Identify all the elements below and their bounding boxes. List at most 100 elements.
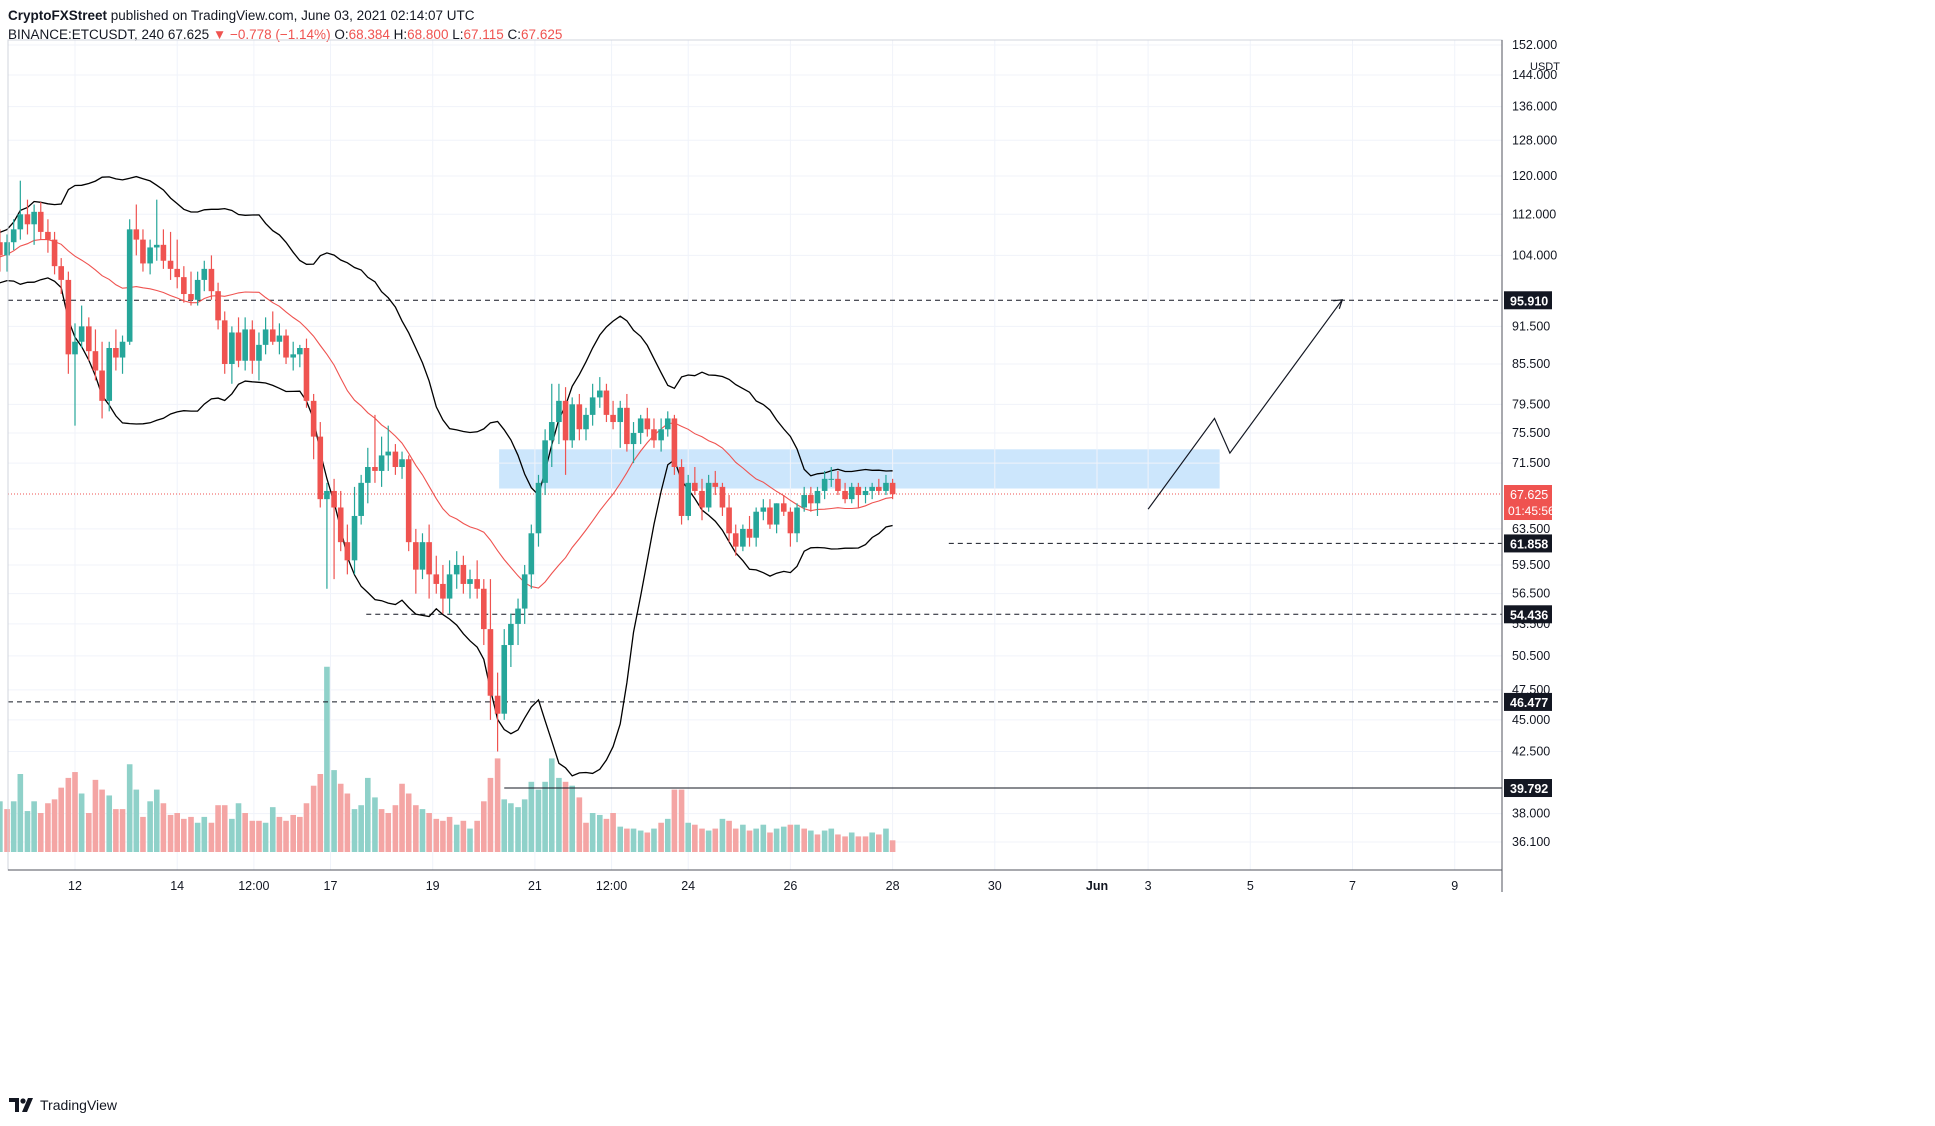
volume-bar — [92, 779, 99, 852]
tradingview-footer[interactable]: TradingView — [8, 1096, 117, 1114]
volume-bar — [644, 832, 651, 852]
volume-bar — [113, 809, 119, 852]
x-tick-label: 17 — [324, 879, 338, 893]
candle-body — [446, 574, 453, 599]
candle-body — [583, 414, 589, 430]
close-value: 67.625 — [521, 27, 563, 42]
volume-bar — [78, 793, 85, 852]
candle-body — [174, 268, 180, 278]
volume-bar — [487, 777, 494, 852]
volume-bar — [276, 816, 283, 852]
y-tick-label: 144.000 — [1512, 68, 1557, 82]
volume-bar — [290, 814, 296, 852]
level-label: 61.858 — [1510, 537, 1548, 551]
volume-bar — [562, 781, 569, 852]
countdown-label: 01:45:56 — [1508, 504, 1555, 518]
volume-bar — [548, 758, 555, 852]
candle-body — [276, 335, 283, 342]
y-tick-label: 42.500 — [1512, 745, 1550, 759]
volume-bar — [753, 828, 759, 852]
candle-body — [181, 277, 187, 295]
volume-bar — [45, 803, 51, 852]
volume-bar — [153, 789, 160, 852]
y-tick-label: 79.500 — [1512, 397, 1550, 411]
volume-bar — [501, 799, 508, 852]
volume-bar — [24, 811, 31, 852]
candle-body — [188, 294, 194, 300]
candle-body — [869, 486, 875, 491]
x-tick-label: 30 — [988, 879, 1002, 893]
volume-bar — [10, 801, 17, 852]
y-tick-label: 91.500 — [1512, 319, 1550, 333]
currency-label: USDT — [1530, 61, 1560, 73]
candle-body — [732, 533, 739, 547]
x-tick-label: 12:00 — [596, 879, 627, 893]
y-tick-label: 63.500 — [1512, 522, 1550, 536]
candle-body — [4, 242, 10, 256]
volume-bar — [664, 818, 671, 852]
candle-body — [331, 490, 337, 508]
sma-line — [0, 239, 893, 589]
candle-body — [828, 478, 835, 480]
candle-body — [576, 404, 583, 430]
volume-bar — [419, 809, 426, 852]
volume-bar — [835, 834, 841, 852]
volume-bar — [685, 822, 691, 852]
last-price-tag — [1504, 485, 1552, 521]
candle-body — [883, 482, 889, 491]
volume-bar — [617, 826, 624, 852]
candle-body — [58, 266, 65, 280]
volume-bar — [842, 836, 848, 852]
volume-bar — [603, 818, 610, 852]
x-tick-label: 12:00 — [238, 879, 269, 893]
level-label: 39.792 — [1510, 782, 1548, 796]
symbol-name: BINANCE:ETCUSDT, 240 — [8, 27, 165, 42]
volume-bar — [85, 813, 92, 852]
candle-body — [801, 495, 807, 508]
candle-body — [692, 482, 698, 491]
volume-bar — [481, 801, 487, 852]
volume-bar — [4, 809, 10, 852]
candle-body — [351, 515, 358, 561]
candle-body — [85, 326, 92, 352]
volume-bar — [337, 783, 344, 852]
last-price-tag-value: 67.625 — [1510, 488, 1548, 502]
volume-bar — [174, 813, 180, 852]
candle-body — [746, 528, 753, 538]
candle-body — [494, 695, 501, 714]
level-label: 54.436 — [1510, 608, 1548, 622]
level-label-bg — [1504, 291, 1552, 310]
candle-body — [92, 351, 99, 371]
volume-bar — [787, 824, 794, 852]
candle-body — [481, 588, 487, 630]
candle-body — [740, 528, 746, 547]
candle-body — [221, 320, 228, 364]
publisher-name[interactable]: CryptoFXStreet — [8, 8, 108, 23]
volume-bar — [58, 787, 65, 852]
candle-body — [147, 247, 153, 264]
candle-body — [440, 583, 446, 599]
volume-bar — [732, 828, 739, 852]
candle-body — [460, 564, 467, 584]
volume-bar — [249, 820, 256, 852]
candle-body — [310, 400, 317, 437]
volume-bar — [385, 813, 392, 852]
volume-bar — [72, 772, 78, 852]
volume-bar — [453, 824, 460, 852]
volume-bar — [651, 828, 657, 852]
candle-body — [24, 214, 31, 225]
price-chart[interactable]: 152.000 144.000 136.000 128.000 120.000 112.0… — [0, 0, 1935, 1090]
x-tick-label: 24 — [681, 879, 695, 893]
high-label: H: — [393, 27, 408, 42]
low-value: 67.115 — [463, 27, 504, 42]
volume-bar — [426, 813, 432, 852]
volume-bar — [828, 828, 835, 852]
candle-body — [385, 451, 392, 456]
candle-body — [610, 414, 616, 423]
volume-bar — [883, 828, 889, 852]
published-text: published on TradingView.com, June 03, 2… — [107, 8, 475, 23]
volume-bar — [576, 797, 583, 852]
volume-bar — [699, 828, 705, 852]
candle-body — [317, 436, 324, 500]
volume-bar — [658, 822, 664, 852]
